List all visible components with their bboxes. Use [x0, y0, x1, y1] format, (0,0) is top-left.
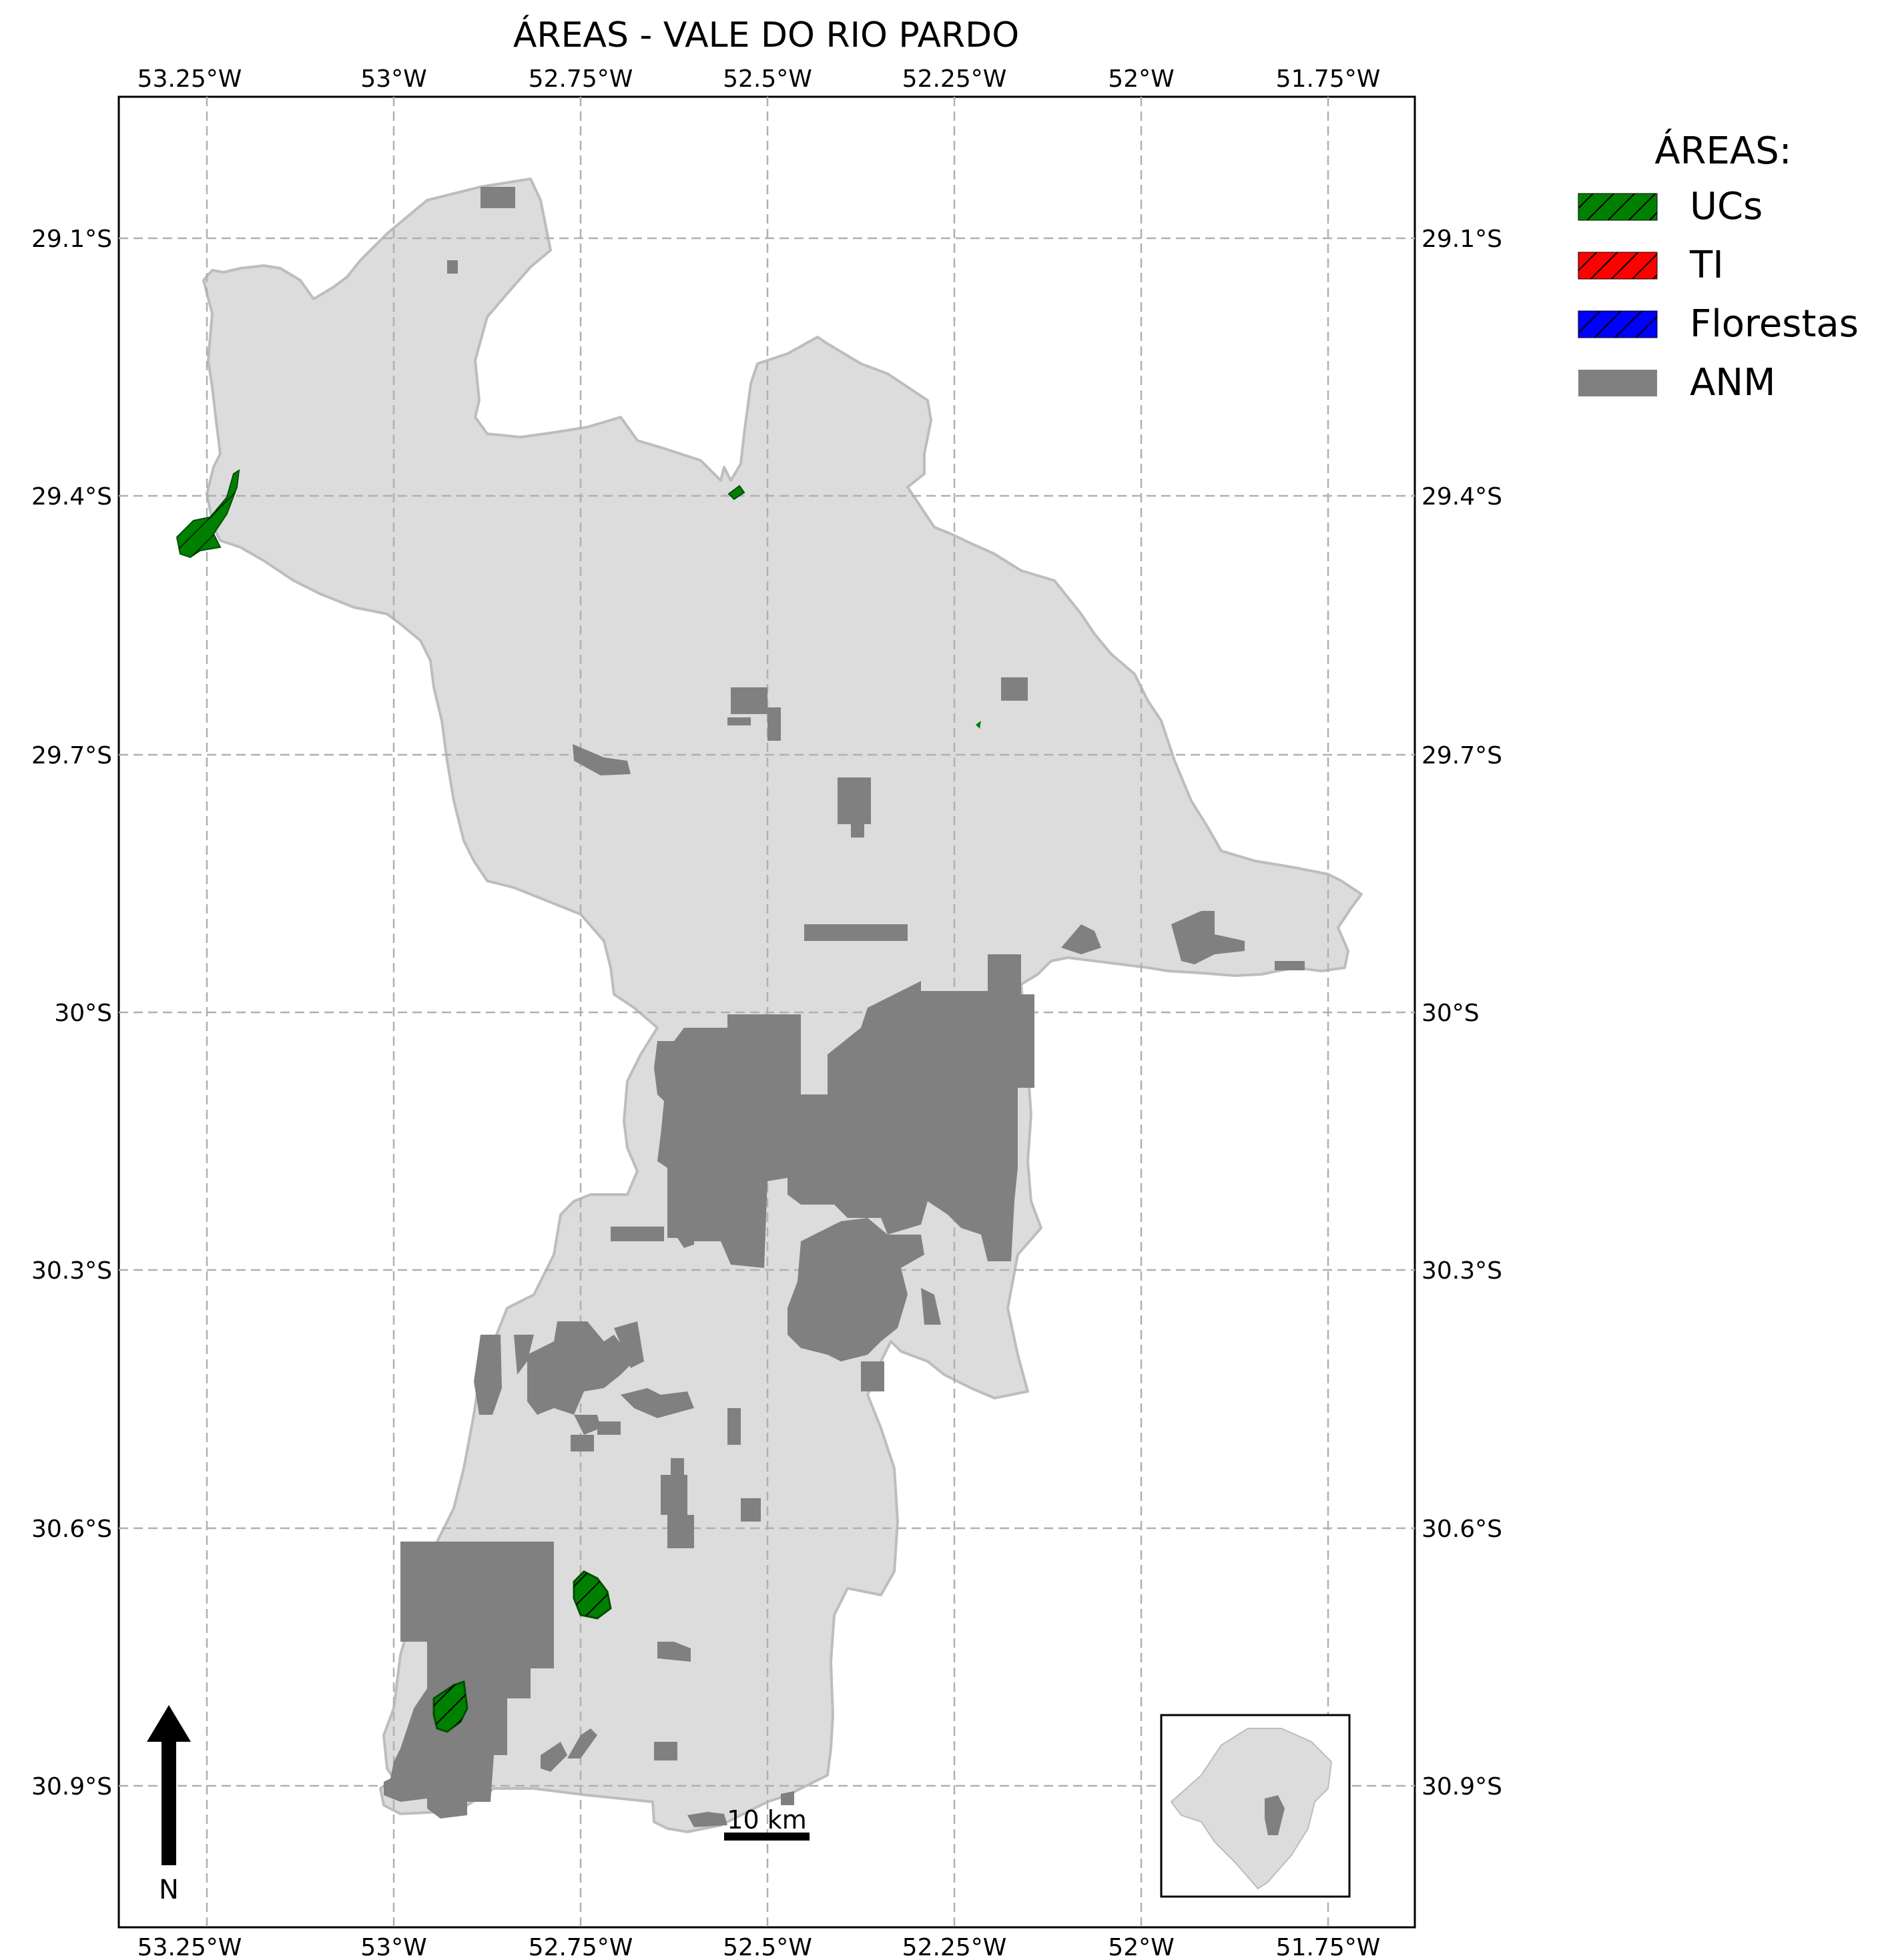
svg-text:TI: TI	[1689, 244, 1724, 287]
svg-text:N: N	[159, 1875, 179, 1905]
legend-item-ti: TI	[1578, 244, 1724, 287]
svg-text:52.75°W: 52.75°W	[529, 1934, 633, 1960]
svg-text:52°W: 52°W	[1108, 1934, 1174, 1960]
uc-areas	[176, 469, 981, 1733]
svg-text:51.75°W: 51.75°W	[1276, 65, 1381, 93]
region-area	[202, 178, 1363, 1833]
svg-text:Florestas: Florestas	[1690, 302, 1859, 346]
inset-map	[1160, 1714, 1351, 1898]
svg-text:30.3°S: 30.3°S	[31, 1257, 112, 1285]
uc-center-small	[976, 721, 981, 729]
svg-text:52°W: 52°W	[1108, 65, 1174, 93]
svg-text:ANM: ANM	[1690, 361, 1776, 404]
uc-north-small	[727, 484, 745, 501]
map-title: ÁREAS - VALE DO RIO PARDO	[513, 15, 1019, 55]
svg-text:52.5°W: 52.5°W	[723, 1934, 812, 1960]
x-ticks-bottom: 53.25°W 53°W 52.75°W 52.5°W 52.25°W 52°W…	[137, 1934, 1381, 1960]
svg-text:29.4°S: 29.4°S	[1422, 483, 1502, 511]
svg-text:51.75°W: 51.75°W	[1276, 1934, 1381, 1960]
north-arrow: N	[147, 1705, 191, 1905]
svg-text:29.7°S: 29.7°S	[31, 742, 112, 769]
legend: ÁREAS: UCs TI Florestas ANM	[1578, 129, 1859, 404]
svg-text:53°W: 53°W	[360, 1934, 426, 1960]
svg-text:29.1°S: 29.1°S	[31, 226, 112, 253]
svg-text:30°S: 30°S	[1422, 1000, 1480, 1027]
svg-text:30.9°S: 30.9°S	[31, 1773, 112, 1801]
svg-text:30.6°S: 30.6°S	[31, 1516, 112, 1543]
svg-text:30.3°S: 30.3°S	[1422, 1257, 1502, 1285]
svg-text:UCs: UCs	[1690, 185, 1763, 228]
svg-text:53.25°W: 53.25°W	[137, 1934, 242, 1960]
svg-text:29.7°S: 29.7°S	[1422, 742, 1502, 769]
svg-text:29.1°S: 29.1°S	[1422, 226, 1502, 253]
legend-swatch-anm	[1578, 370, 1657, 396]
y-ticks-left: 29.1°S 29.4°S 29.7°S 30°S 30.3°S 30.6°S …	[31, 226, 112, 1801]
svg-text:52.25°W: 52.25°W	[902, 1934, 1007, 1960]
svg-text:29.4°S: 29.4°S	[31, 483, 112, 511]
svg-text:52.75°W: 52.75°W	[529, 65, 633, 93]
svg-text:52.5°W: 52.5°W	[723, 65, 812, 93]
anm-areas	[384, 187, 1305, 1827]
svg-text:30°S: 30°S	[54, 1000, 112, 1027]
y-ticks-right: 29.1°S 29.4°S 29.7°S 30°S 30.3°S 30.6°S …	[1422, 226, 1502, 1801]
legend-item-florestas: Florestas	[1578, 302, 1859, 346]
legend-title: ÁREAS:	[1654, 129, 1791, 173]
svg-text:30.9°S: 30.9°S	[1422, 1773, 1502, 1801]
svg-text:53°W: 53°W	[360, 65, 426, 93]
scale-bar: 10 km	[724, 1805, 810, 1841]
legend-item-ucs: UCs	[1578, 185, 1763, 228]
legend-item-anm: ANM	[1578, 361, 1776, 404]
svg-text:52.25°W: 52.25°W	[902, 65, 1007, 93]
svg-text:10 km: 10 km	[727, 1805, 806, 1835]
x-ticks-top: 53.25°W 53°W 52.75°W 52.5°W 52.25°W 52°W…	[137, 65, 1381, 93]
svg-text:30.6°S: 30.6°S	[1422, 1516, 1502, 1543]
svg-text:53.25°W: 53.25°W	[137, 65, 242, 93]
